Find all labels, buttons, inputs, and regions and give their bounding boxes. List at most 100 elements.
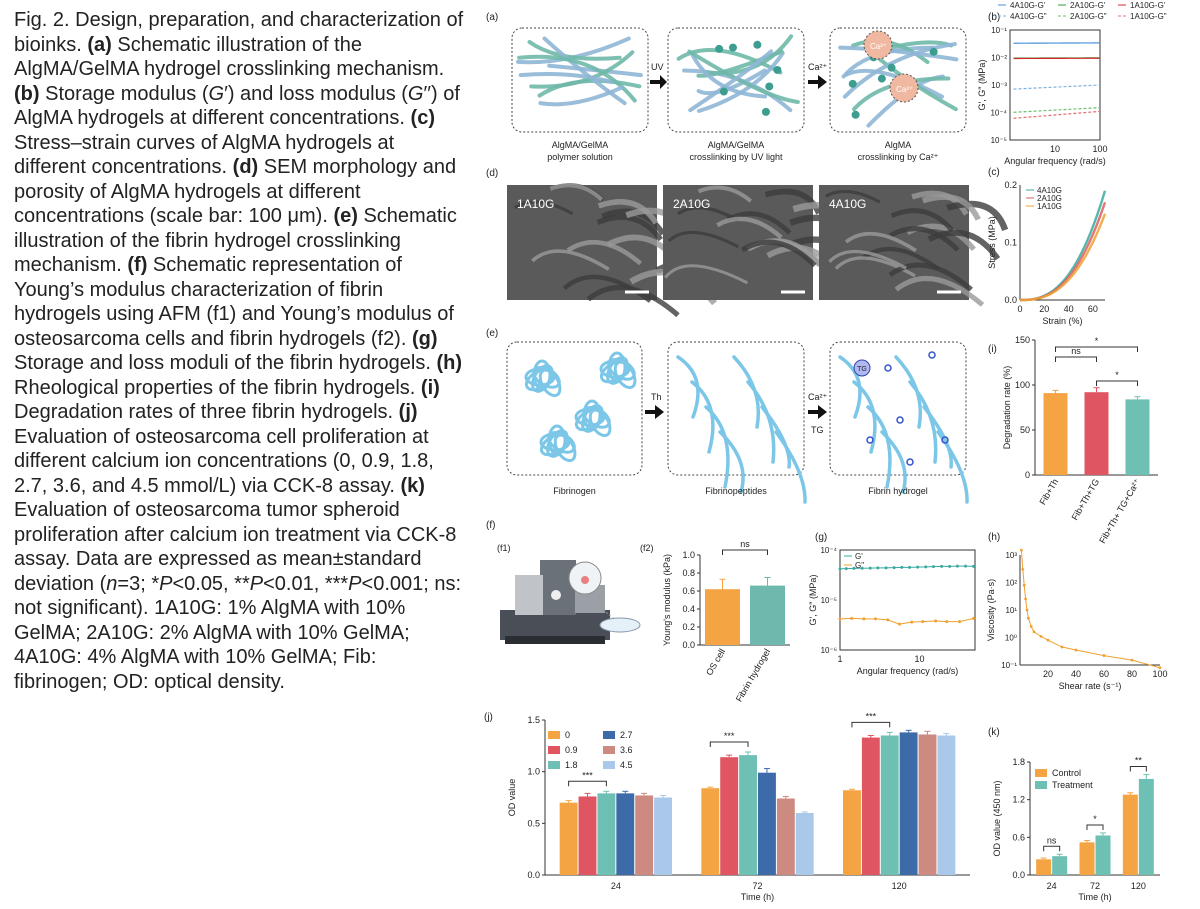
box-label: AlgMA/GelMA: [708, 140, 765, 150]
sem-texture: [697, 185, 753, 203]
legend-label: 1A10G-G": [1130, 12, 1167, 21]
arrow-label: Ca²⁺: [808, 62, 828, 72]
series-line: [1013, 84, 1101, 90]
data-point: [1060, 645, 1064, 649]
data-point: [972, 616, 976, 620]
bar: [597, 793, 616, 875]
x-tick-label: 72: [752, 881, 762, 891]
crosslink-node: [877, 74, 886, 83]
panel-label: (h): [988, 532, 1000, 543]
x-tick-label: Fib+Th+ TG+Ca²⁺: [1097, 477, 1142, 545]
panel-d-label: (d): [486, 168, 498, 179]
schematic-box: [829, 341, 967, 476]
ca-ion-bubble: [863, 30, 893, 60]
significance-bracket: [1055, 356, 1097, 362]
x-axis-label: Angular frequency (rad/s): [857, 666, 959, 676]
fibrinogen-coil: [599, 360, 629, 384]
data-point: [850, 616, 854, 620]
y-tick-label: 0: [1025, 470, 1030, 480]
caption-panel-ref: (k): [400, 474, 425, 497]
data-point: [860, 566, 864, 570]
legend-label: Control: [1052, 768, 1081, 778]
caption-text: Schematic illustration of the AlgMA/GelM…: [14, 33, 445, 81]
data-point: [862, 617, 866, 621]
caption-panel-ref: (a): [87, 33, 112, 56]
sem-image-label: 1A10G: [517, 197, 554, 211]
data-point: [924, 565, 928, 569]
panel-label: (c): [988, 167, 1000, 178]
y-tick-label: 10⁻⁴: [820, 546, 837, 555]
x-axis-label: Strain (%): [1042, 316, 1082, 326]
legend-swatch: [603, 746, 615, 754]
sem-texture: [927, 229, 1001, 261]
bar: [720, 757, 739, 875]
x-tick-label: 24: [1047, 881, 1057, 891]
afm-plinth: [505, 636, 605, 644]
fibrin-strand: [760, 405, 792, 469]
box-label: crosslinking by UV light: [689, 152, 783, 162]
box-label: polymer solution: [547, 152, 613, 162]
bar: [1138, 778, 1154, 875]
y-axis-label: G′, G″ (MPa): [808, 575, 818, 626]
y-tick-label: 10⁻⁶: [821, 646, 837, 655]
sem-texture: [921, 194, 981, 221]
polymer-chain: [696, 51, 785, 113]
caption-text: G: [208, 82, 225, 105]
bar: [776, 798, 795, 875]
caption-panel-ref: (f): [127, 254, 148, 276]
data-point: [908, 565, 912, 569]
caption-text: Evaluation of osteosarcoma cell prolifer…: [14, 425, 434, 497]
caption-text: Evaluation of osteosarcoma tumor spheroi…: [14, 499, 457, 595]
significance-label: ***: [866, 711, 877, 721]
y-tick-label: 0.8: [682, 568, 695, 578]
sem-texture: [566, 239, 643, 266]
arrow-label: Th: [651, 392, 662, 402]
polymer-chain: [529, 50, 635, 89]
legend-label: 1A10G-G': [1130, 1, 1166, 10]
data-point: [838, 567, 842, 571]
schematic-box: [667, 341, 805, 476]
data-point: [916, 565, 920, 569]
x-tick-label: OS cell: [704, 647, 727, 677]
legend-label: 3.6: [620, 745, 633, 755]
y-tick-label: 1.0: [527, 767, 540, 777]
y-tick-label: 0.0: [527, 870, 540, 880]
polymer-chain: [844, 68, 944, 99]
data-point: [1039, 634, 1043, 638]
arrow-label: Ca²⁺: [808, 392, 828, 402]
polymer-chain: [517, 54, 637, 103]
x-tick-label: 0: [1017, 304, 1022, 314]
significance-label: *: [1115, 370, 1119, 380]
sem-texture: [824, 189, 881, 204]
x-tick-label: 20: [1039, 304, 1049, 314]
bar: [1052, 856, 1068, 875]
chart-g: (g) 10⁻⁴ 10⁻⁵ 10⁻⁶1 10 Angular frequency (rad…: [808, 532, 976, 676]
crosslink-node: [929, 47, 938, 56]
bar: [1095, 835, 1111, 875]
caption-panel-ref: (c): [410, 107, 435, 129]
significance-bracket: [851, 721, 891, 728]
significance-bracket: [1129, 766, 1147, 772]
panel-f2-label: (f2): [640, 543, 654, 553]
significance-label: ns: [740, 539, 750, 549]
data-point: [964, 564, 968, 568]
ca-ion-label: Ca²⁺: [896, 85, 913, 94]
bar: [701, 788, 720, 875]
series-line: [1019, 213, 1107, 302]
legend-label: 2A10G-G': [1070, 1, 1106, 10]
data-point: [844, 567, 848, 571]
caption-text: Schematic illustration of the fibrin hyd…: [14, 205, 457, 276]
x-tick-label: 120: [892, 881, 907, 891]
chart-h: (h) 10³ 10² 10¹ 10⁰ 10⁻¹ 20 40 60 80 100 Shear rate…: [986, 532, 1168, 691]
y-tick-label: 10⁻⁵: [821, 596, 837, 605]
panel-d: (d) 1A10G 2A10G 4A10G: [486, 168, 1009, 318]
data-point: [945, 620, 949, 624]
y-tick-label: 0.1: [1004, 238, 1017, 248]
legend-label: 2.7: [620, 730, 633, 740]
chart-b: (b) 4A10G-G' 2A10G-G' 1A10G-G' 4A10G-G" 2A10G…: [977, 1, 1167, 166]
panel-a-label: (a): [486, 12, 498, 23]
y-tick-label: 0.2: [1004, 180, 1017, 190]
data-point: [1074, 648, 1078, 652]
caption-text: SEM morphology and porosity of AlgMA hyd…: [14, 156, 457, 227]
